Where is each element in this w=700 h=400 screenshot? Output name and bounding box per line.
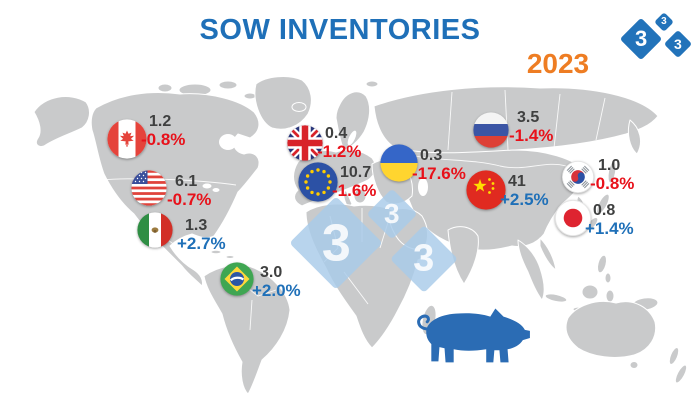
usa-flag-icon [131, 170, 167, 206]
sow-change: -1.4% [509, 126, 554, 145]
sow-value: 1.2 [149, 113, 172, 130]
china-flag-icon [466, 170, 506, 210]
page-title: SOW INVENTORIES [199, 14, 481, 46]
logo-digit: 3 [674, 35, 682, 52]
south-america [203, 264, 291, 395]
sow-change: -1.2% [317, 142, 362, 161]
india [447, 226, 479, 285]
australia [565, 301, 657, 358]
logo-diamond-medium: 3 [663, 29, 693, 59]
sow-value: 3.5 [517, 109, 540, 126]
sow-value: 0.3 [420, 147, 443, 164]
eu-flag-icon [298, 162, 338, 202]
greenland [254, 76, 312, 130]
maple-leaf-icon [119, 130, 135, 147]
sow-value: 10.7 [340, 164, 372, 181]
sow-value: 0.8 [593, 202, 616, 219]
sow-value: 6.1 [175, 173, 198, 190]
sow-change: -0.8% [590, 174, 635, 193]
russia-flag-icon [473, 112, 509, 148]
eu-stars [304, 168, 332, 196]
scandinavia [335, 91, 371, 151]
sow-value: 1.0 [598, 157, 621, 174]
sow-value: 41 [508, 173, 526, 190]
canada-flag-icon [107, 119, 147, 159]
sow-change: +2.5% [500, 190, 549, 209]
alaska [33, 96, 90, 147]
logo-diamond-small: 3 [654, 12, 674, 32]
sow-change: -1.6% [332, 181, 377, 200]
sow-change: +2.7% [177, 234, 226, 253]
taegeuk-icon [571, 170, 585, 184]
sow-change: +2.0% [252, 281, 301, 300]
sow-change: -0.7% [167, 190, 212, 209]
logo-digit: 3 [661, 16, 667, 27]
year-label: 2023 [526, 48, 590, 79]
333-logo: 3 3 3 [619, 8, 700, 74]
mexico-flag-icon [137, 212, 173, 248]
se-asia [517, 239, 545, 301]
sow-value: 0.4 [325, 125, 348, 142]
pig-icon [417, 308, 530, 363]
japan-flag-icon [555, 200, 591, 236]
logo-digit: 3 [634, 26, 648, 51]
uk-flag-icon [287, 125, 323, 161]
sow-change: -0.8% [141, 130, 186, 149]
trigrams [566, 165, 590, 189]
sow-change: -17.6% [412, 164, 466, 183]
sow-value: 3.0 [260, 264, 283, 281]
sow-change: +1.4% [585, 219, 634, 238]
ukraine-flag-icon [380, 144, 418, 182]
south-korea-flag-icon [562, 161, 594, 193]
brazil-flag-icon [220, 262, 254, 296]
sow-value: 1.3 [185, 217, 208, 234]
